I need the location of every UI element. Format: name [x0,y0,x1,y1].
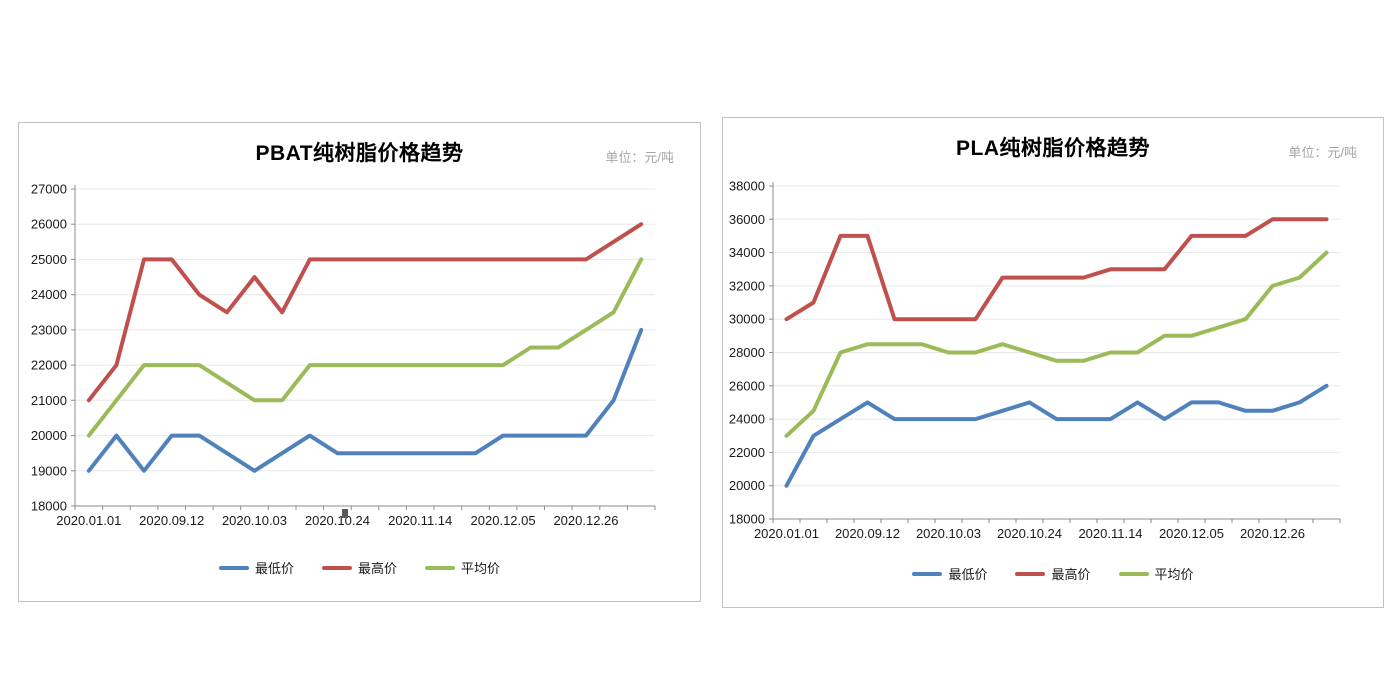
avg-price-legend-label: 平均价 [461,561,501,576]
svg-text:34000: 34000 [729,245,765,260]
legend-item-avg-price: 平均价 [425,558,500,577]
legend-item-max-price: 最高价 [1015,564,1091,583]
text-cursor-artifact [342,509,348,518]
svg-text:2020.12.26: 2020.12.26 [553,513,618,528]
svg-text:21000: 21000 [31,393,67,408]
avg-price-legend-label: 平均价 [1154,567,1194,582]
svg-text:26000: 26000 [729,378,765,393]
pbat-unit-label: 单位：元/吨 [605,150,674,165]
pla-legend: 最低价 最高价 平均价 [723,564,1383,583]
min-price-line-swatch [912,571,943,576]
svg-text:20000: 20000 [729,478,765,493]
svg-text:22000: 22000 [31,358,67,373]
svg-text:2020.09.12: 2020.09.12 [139,513,204,528]
svg-text:18000: 18000 [31,499,67,514]
svg-text:26000: 26000 [31,217,67,232]
svg-text:24000: 24000 [31,287,67,302]
svg-text:19000: 19000 [31,463,67,478]
min-price-legend-label: 最低价 [948,567,988,582]
max-price-legend-label: 最高价 [1051,567,1091,582]
legend-item-min-price: 最低价 [912,564,987,583]
svg-text:2020.09.12: 2020.09.12 [835,526,900,541]
svg-text:2020.12.26: 2020.12.26 [1240,526,1305,541]
pbat-legend: 最低价 最高价 平均价 [19,558,700,577]
pbat-chart-panel: PBAT纯树脂价格趋势 单位：元/吨 18000 19000 20000 21000 2… [18,122,701,602]
svg-text:32000: 32000 [729,278,765,293]
pla-line-chart: 18000 20000 22000 24000 26000 28000 30000 32000… [729,179,1341,541]
legend-item-min-price: 最低价 [218,558,294,577]
svg-text:2020.12.05: 2020.12.05 [1159,526,1224,541]
svg-text:2020.12.05: 2020.12.05 [471,513,536,528]
pbat-chart-title: PBAT纯树脂价格趋势 [255,142,464,165]
pla-unit-label: 单位：元/吨 [1288,145,1357,160]
svg-text:2020.10.24: 2020.10.24 [305,513,370,528]
svg-text:2020.11.14: 2020.11.14 [1078,526,1142,541]
avg-price-line-swatch [1118,571,1149,576]
svg-text:2020.01.01: 2020.01.01 [754,526,819,541]
svg-text:2020.11.14: 2020.11.14 [388,513,452,528]
min-price-legend-label: 最低价 [254,561,294,576]
svg-text:20000: 20000 [31,428,67,443]
svg-text:23000: 23000 [31,322,67,337]
max-price-line-swatch [321,565,352,570]
avg-price-line-swatch [425,565,455,570]
svg-text:36000: 36000 [729,212,765,227]
pbat-line-chart: 18000 19000 20000 21000 22000 23000 24000 25000… [31,182,656,528]
svg-text:38000: 38000 [729,179,765,194]
legend-item-avg-price: 平均价 [1118,564,1194,583]
max-price-line-swatch [1015,571,1046,576]
legend-item-max-price: 最高价 [321,558,397,577]
svg-text:2020.10.03: 2020.10.03 [916,526,981,541]
min-price-line-swatch [218,565,249,570]
svg-text:2020.10.24: 2020.10.24 [997,526,1062,541]
svg-text:2020.01.01: 2020.01.01 [56,513,121,528]
pla-chart-title: PLA纯树脂价格趋势 [956,137,1150,160]
svg-text:24000: 24000 [729,412,765,427]
svg-text:25000: 25000 [31,252,67,267]
svg-text:27000: 27000 [31,182,67,197]
svg-text:22000: 22000 [729,445,765,460]
svg-text:30000: 30000 [729,312,765,327]
svg-text:18000: 18000 [729,512,765,527]
pla-chart-panel: PLA纯树脂价格趋势 单位：元/吨 18000 20000 22000 24000 26… [722,117,1384,608]
svg-text:28000: 28000 [729,345,765,360]
max-price-legend-label: 最高价 [357,561,397,576]
svg-text:2020.10.03: 2020.10.03 [222,513,287,528]
